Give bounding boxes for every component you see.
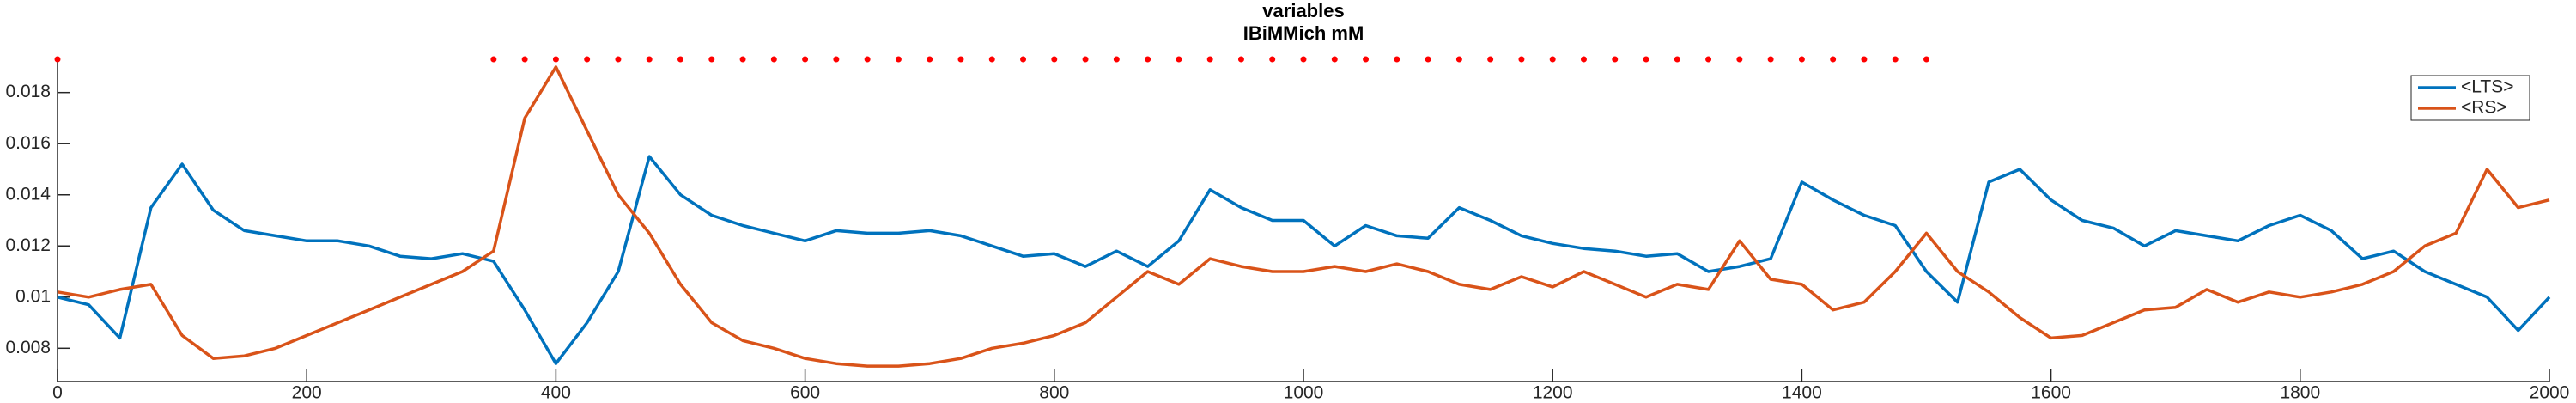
x-tick-label: 0 (52, 383, 63, 403)
event-marker (1798, 56, 1805, 63)
event-marker (552, 56, 559, 63)
x-tick-label: 800 (1039, 383, 1069, 403)
event-marker (1612, 56, 1619, 63)
event-marker (646, 56, 653, 63)
chart-title: variables (1262, 0, 1344, 21)
event-marker (1861, 56, 1868, 63)
chart-subtitle: IBiMMich mM (1243, 22, 1364, 44)
legend-label: <LTS> (2461, 77, 2513, 97)
event-marker (1643, 56, 1649, 63)
event-marker (770, 56, 777, 63)
event-marker (1051, 56, 1058, 63)
event-marker (615, 56, 622, 63)
x-tick-label: 2000 (2530, 383, 2570, 403)
line-series (57, 65, 2550, 368)
event-marker (1767, 56, 1774, 63)
y-tick-label: 0.014 (5, 184, 51, 204)
event-marker (1736, 56, 1743, 63)
event-marker (802, 56, 809, 63)
event-marker (1455, 56, 1462, 63)
event-marker (521, 56, 528, 63)
event-marker (708, 56, 715, 63)
x-tick-label: 600 (790, 383, 820, 403)
event-marker (1549, 56, 1556, 63)
x-tick-label: 1200 (1533, 383, 1573, 403)
x-tick-label: 1000 (1284, 383, 1324, 403)
event-marker (1020, 56, 1027, 63)
event-marker (1082, 56, 1089, 63)
x-tick-label: 1800 (2280, 383, 2320, 403)
event-marker (1300, 56, 1307, 63)
y-tick-label: 0.012 (5, 235, 51, 255)
x-tick-label: 1400 (1782, 383, 1822, 403)
event-marker (739, 56, 746, 63)
event-marker (1892, 56, 1899, 63)
event-marker (1518, 56, 1525, 63)
legend-box (2410, 75, 2530, 121)
event-marker (927, 56, 933, 63)
event-marker (54, 56, 61, 63)
y-tick-label: 0.01 (15, 286, 51, 306)
x-tick-label: 200 (292, 383, 322, 403)
event-marker (833, 56, 840, 63)
x-tick-label: 1600 (2031, 383, 2071, 403)
event-marker (1923, 56, 1929, 63)
event-marker (1237, 56, 1244, 63)
event-marker (1113, 56, 1120, 63)
event-marker (895, 56, 902, 63)
event-marker (1425, 56, 1431, 63)
event-marker (677, 56, 683, 63)
event-marker (1331, 56, 1338, 63)
y-tick-label: 0.018 (5, 82, 51, 101)
event-marker (1206, 56, 1213, 63)
legend-label: <RS> (2461, 98, 2507, 118)
event-marker (1580, 56, 1587, 63)
event-marker (957, 56, 964, 63)
event-marker (1674, 56, 1680, 63)
y-tick-label: 0.008 (5, 338, 51, 357)
x-tick-label: 400 (541, 383, 571, 403)
event-marker (988, 56, 995, 63)
event-marker (1269, 56, 1276, 63)
event-marker (1145, 56, 1151, 63)
event-marker (1363, 56, 1370, 63)
event-marker (1830, 56, 1837, 63)
line-series (57, 155, 2551, 365)
event-marker (864, 56, 871, 63)
event-marker (490, 56, 497, 63)
event-marker (1394, 56, 1400, 63)
y-tick-label: 0.016 (5, 133, 51, 153)
event-marker (584, 56, 591, 63)
event-marker (1705, 56, 1712, 63)
event-marker (1176, 56, 1182, 63)
event-marker (1487, 56, 1494, 63)
